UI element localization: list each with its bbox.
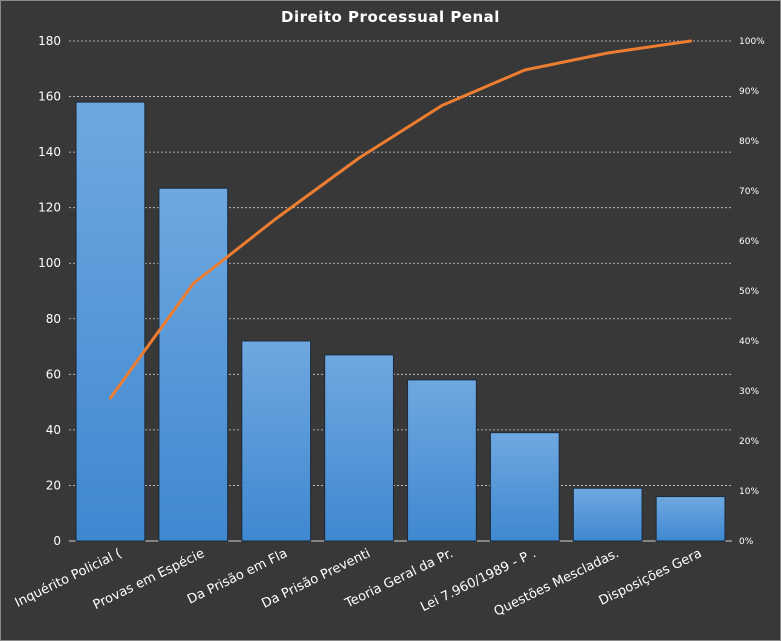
x-axis: Inquérito Policial (Provas em EspécieDa … <box>13 546 705 620</box>
y-tick-label: 20 <box>46 478 61 492</box>
y2-tick-label: 0% <box>739 537 754 547</box>
y2-tick-label: 70% <box>739 187 759 197</box>
y-axis: 0 20 40 60 80 100 120 140 160 180 <box>38 34 61 548</box>
bars <box>75 101 726 542</box>
y2-tick-label: 100% <box>739 37 765 47</box>
bar-5 <box>489 432 560 542</box>
y2-tick-label: 20% <box>739 437 759 447</box>
bar-7 <box>655 496 726 542</box>
y-tick-label: 100 <box>38 256 61 270</box>
bar-3 <box>324 354 394 542</box>
y2-tick-label: 30% <box>739 387 759 397</box>
bar-6 <box>572 487 643 542</box>
y-tick-label: 120 <box>38 201 61 215</box>
bar-4 <box>407 379 477 542</box>
chart-title: Direito Processual Penal <box>281 8 500 26</box>
bar-0 <box>75 101 146 542</box>
y-tick-label: 140 <box>38 145 61 159</box>
y-tick-label: 40 <box>46 423 61 437</box>
cumulative-line-layer <box>108 39 693 400</box>
y2-tick-label: 40% <box>739 337 759 347</box>
y2-tick-label: 90% <box>739 87 759 97</box>
y-tick-label: 160 <box>38 90 61 104</box>
cumulative-percent-line <box>108 39 693 400</box>
bar-1 <box>158 187 229 542</box>
y2-tick-label: 50% <box>739 287 759 297</box>
y2-axis-percent: 0% 10% 20% 30% 40% 50% 60% 70% 80% 90% 100% <box>739 37 765 547</box>
bar-2 <box>241 340 312 542</box>
y-tick-label: 80 <box>46 312 61 326</box>
y-tick-label: 180 <box>38 34 61 48</box>
y-tick-label: 0 <box>53 534 61 548</box>
y2-tick-label: 10% <box>739 487 759 497</box>
y2-tick-label: 80% <box>739 137 759 147</box>
y-tick-label: 60 <box>46 367 61 381</box>
y2-tick-label: 60% <box>739 237 759 247</box>
